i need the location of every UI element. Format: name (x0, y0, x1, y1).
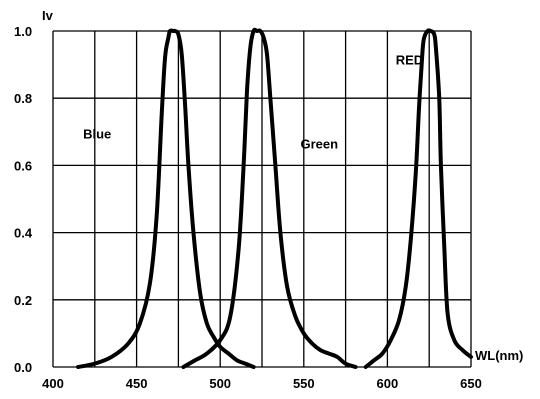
x-tick-label: 450 (126, 376, 148, 391)
series-group: Blue Green RED (76, 27, 473, 369)
grid (52, 30, 472, 368)
y-tick-label: 0.6 (14, 158, 32, 173)
series-line-blue (76, 28, 256, 369)
x-tick-label: 550 (293, 376, 315, 391)
tick-labels: 400 450 500 550 600 650 0.0 0.2 0.4 0.6 0.8 1.0 (14, 24, 482, 391)
series-line-red (363, 28, 473, 369)
series-line-green (181, 27, 358, 369)
series-label-blue: Blue (83, 127, 111, 142)
x-axis-label: WL(nm) (475, 348, 523, 363)
y-tick-label: 1.0 (14, 24, 32, 39)
x-tick-label: 650 (460, 376, 482, 391)
y-tick-label: 0.0 (14, 360, 32, 375)
series-label-green: Green (300, 137, 338, 152)
x-tick-label: 500 (209, 376, 231, 391)
x-tick-label: 600 (377, 376, 399, 391)
y-tick-label: 0.4 (14, 226, 33, 241)
y-tick-label: 0.2 (14, 293, 32, 308)
x-tick-label: 400 (42, 376, 64, 391)
y-tick-label: 0.8 (14, 91, 32, 106)
y-axis-label: Iv (42, 8, 54, 23)
series-label-red: RED (396, 53, 423, 68)
